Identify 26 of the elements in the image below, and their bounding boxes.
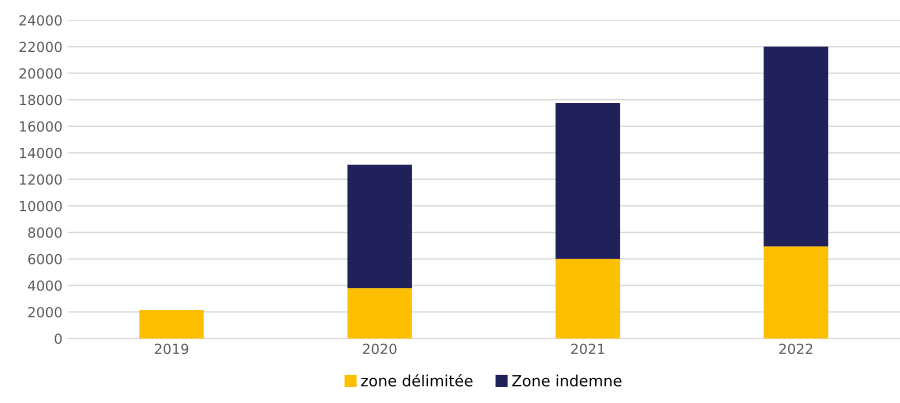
- x-tick-label: 2021: [571, 344, 604, 354]
- x-tick-label: 2022: [779, 344, 812, 354]
- y-tick-label: 0: [54, 333, 62, 344]
- bar: [139, 310, 204, 339]
- bar: [764, 246, 828, 339]
- bar: [556, 258, 620, 339]
- bar: [556, 103, 620, 259]
- legend-label: Zone indemne: [512, 374, 622, 387]
- y-tick-label: 2000: [28, 306, 62, 318]
- y-tick-label: 10000: [20, 200, 62, 212]
- y-tick-label: 8000: [28, 227, 62, 238]
- legend-label: zone délimitée: [361, 374, 473, 387]
- y-tick-label: 24000: [19, 15, 62, 26]
- y-tick-label: 20000: [19, 68, 62, 79]
- bar: [347, 288, 412, 339]
- bar: [764, 46, 828, 246]
- y-tick-label: 18000: [20, 94, 62, 106]
- y-tick-label: 4000: [28, 280, 62, 291]
- x-tick-label: 2020: [363, 344, 396, 354]
- y-tick-label: 6000: [28, 254, 62, 264]
- x-tick-label: 2019: [154, 344, 188, 354]
- y-tick-label: 16000: [20, 121, 62, 132]
- bar: [347, 164, 412, 288]
- y-tick-label: 22000: [19, 42, 62, 52]
- y-tick-label: 12000: [20, 174, 62, 185]
- y-tick-label: 14000: [20, 148, 62, 158]
